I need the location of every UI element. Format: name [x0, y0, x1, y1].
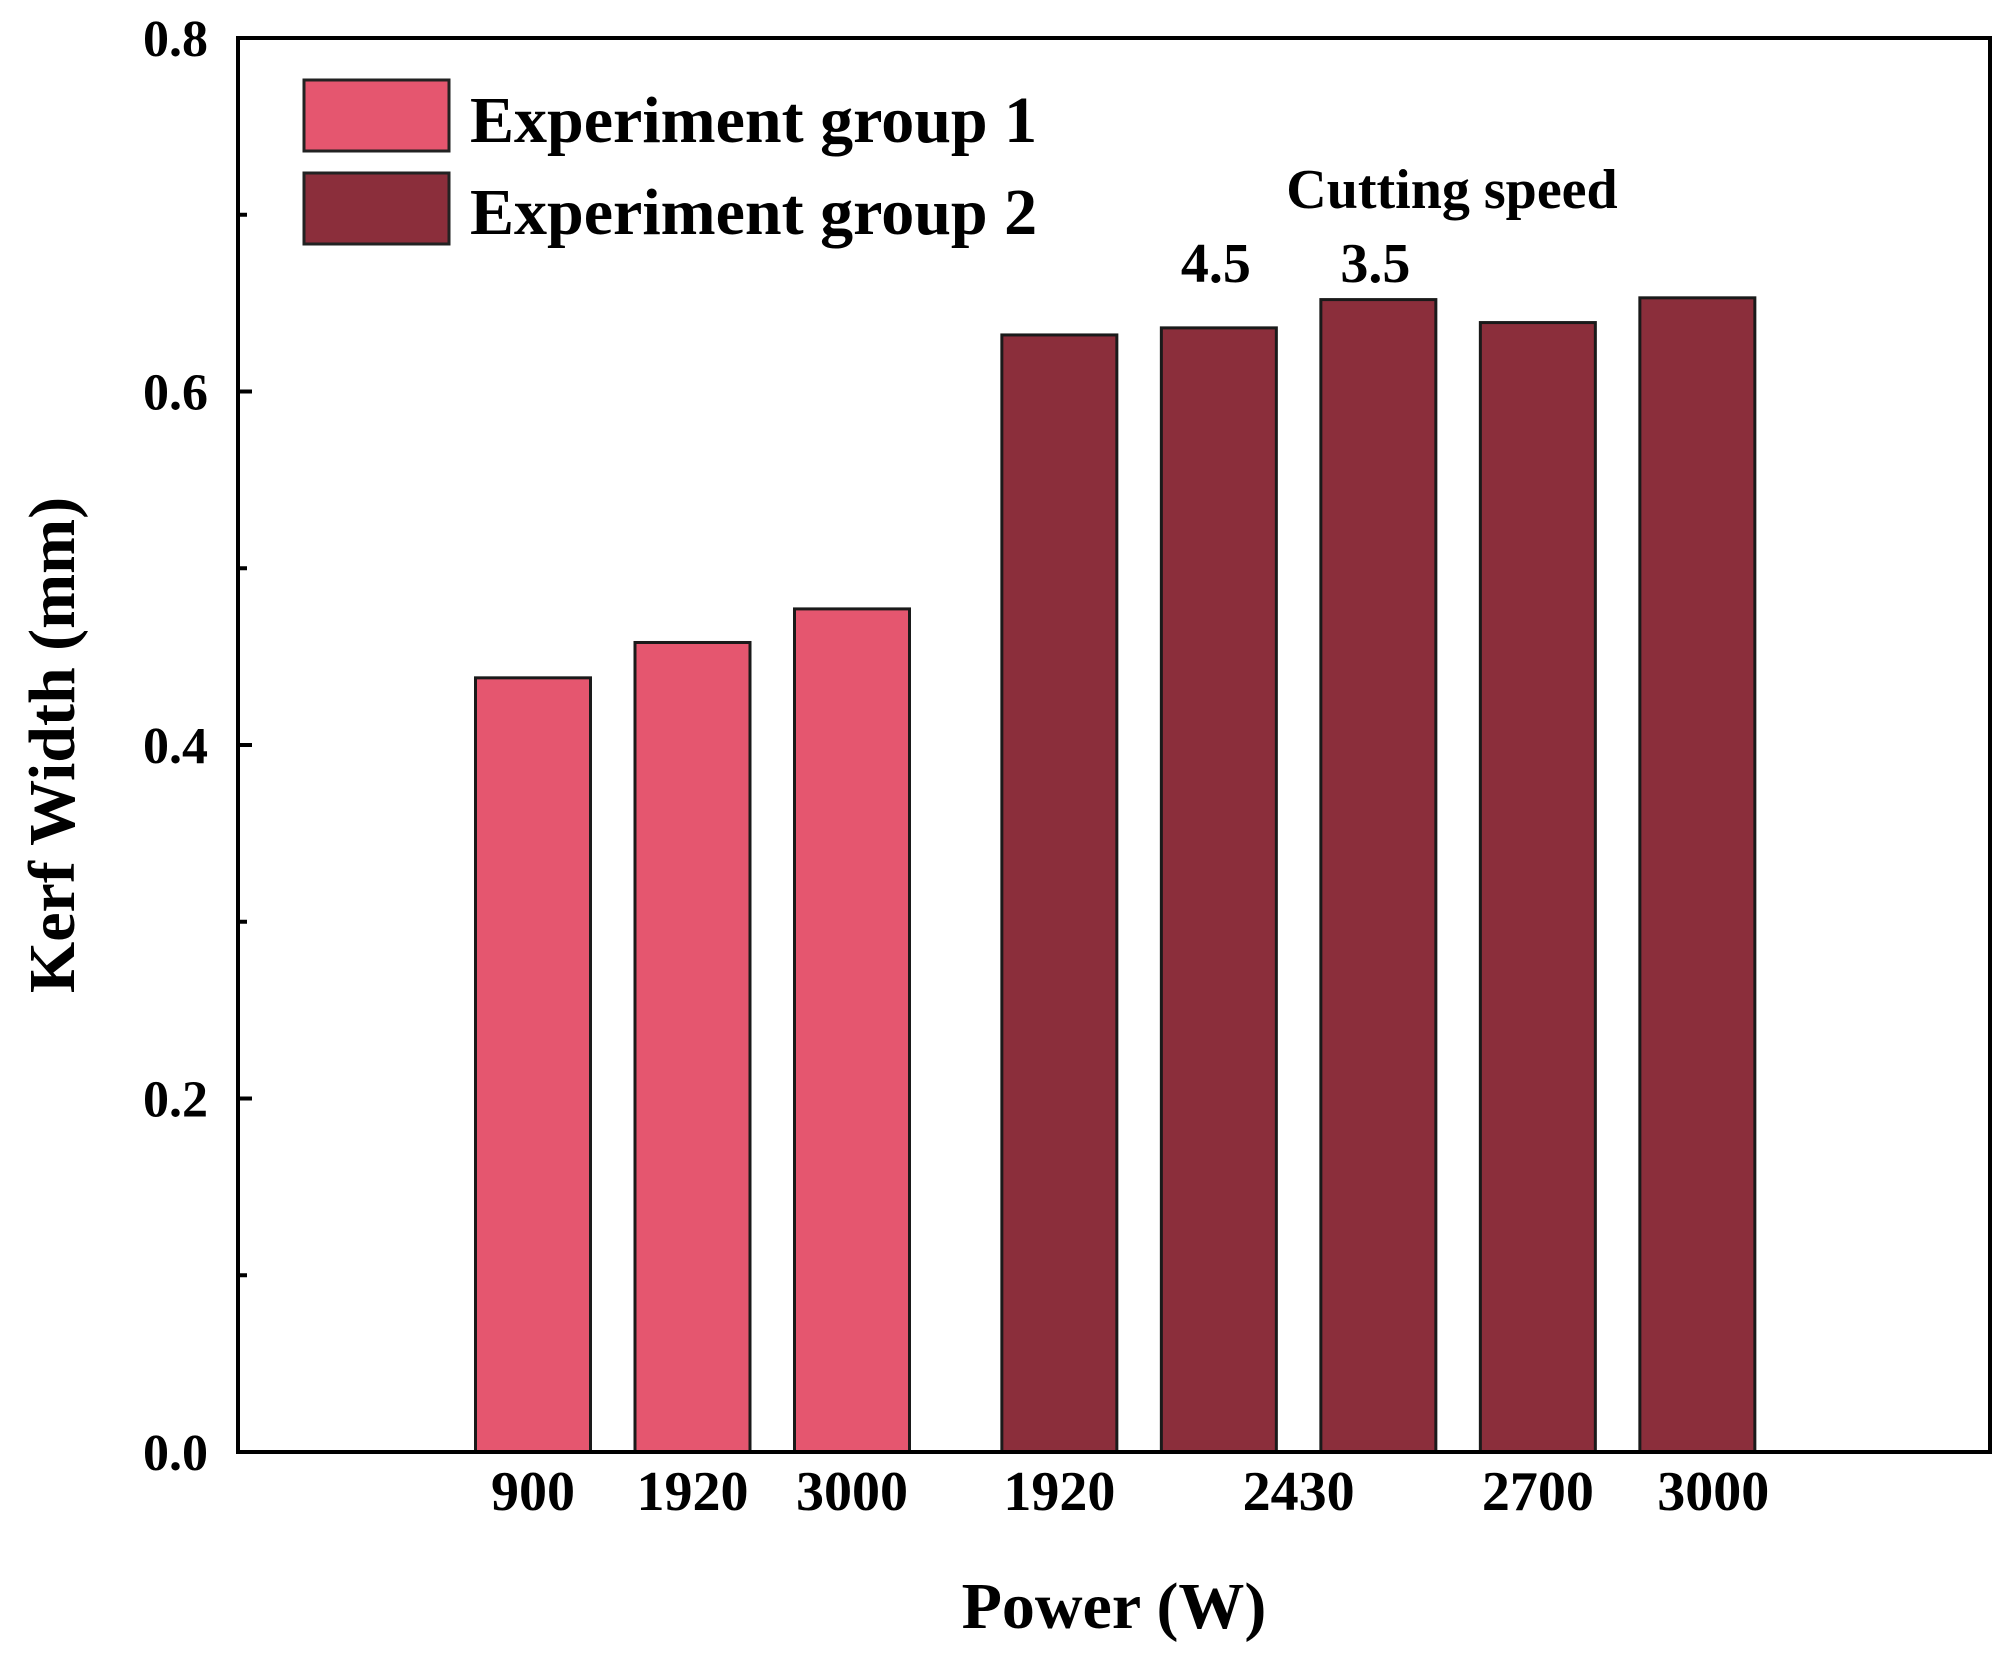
x-tick-label: 3000 — [1657, 1461, 1769, 1523]
x-tick-label: 2430 — [1243, 1461, 1355, 1523]
plot-frame — [236, 36, 1992, 1454]
x-axis-title: Power (W) — [962, 1570, 1267, 1643]
bar-group-1 — [793, 607, 911, 1454]
y-tick-label: 0.4 — [143, 718, 208, 775]
x-tick-label: 1920 — [1003, 1461, 1115, 1523]
legend: Experiment group 1 Experiment group 2 — [302, 78, 1037, 249]
bar-group-2 — [1319, 298, 1438, 1454]
legend-swatch-group-2 — [302, 171, 451, 246]
cutting-speed-label: 4.5 — [1181, 233, 1251, 295]
bar-group-2 — [1159, 326, 1278, 1454]
legend-label-group-2: Experiment group 2 — [470, 176, 1037, 249]
x-tick-label: 2700 — [1482, 1461, 1594, 1523]
annotation-cutting-speed: Cutting speed — [1286, 159, 1617, 221]
x-tick-label: 900 — [491, 1461, 575, 1523]
y-tick-label: 0.6 — [143, 365, 208, 422]
bar-group-2 — [1000, 333, 1119, 1454]
legend-swatch-group-1 — [302, 78, 451, 153]
y-tick-label: 0.2 — [143, 1072, 208, 1129]
x-tick-label: 3000 — [796, 1461, 908, 1523]
bar-group-1 — [474, 676, 592, 1454]
bar-group-1 — [633, 640, 752, 1454]
y-axis-title: Kerf Width (mm) — [16, 497, 89, 993]
y-tick-label: 0.8 — [143, 11, 208, 68]
cutting-speed-label: 3.5 — [1340, 233, 1410, 295]
bar-group-2 — [1478, 321, 1597, 1454]
bar-group-2 — [1638, 296, 1757, 1454]
x-tick-label: 1920 — [637, 1461, 749, 1523]
legend-label-group-1: Experiment group 1 — [470, 84, 1037, 157]
y-tick-label: 0.0 — [143, 1425, 208, 1482]
